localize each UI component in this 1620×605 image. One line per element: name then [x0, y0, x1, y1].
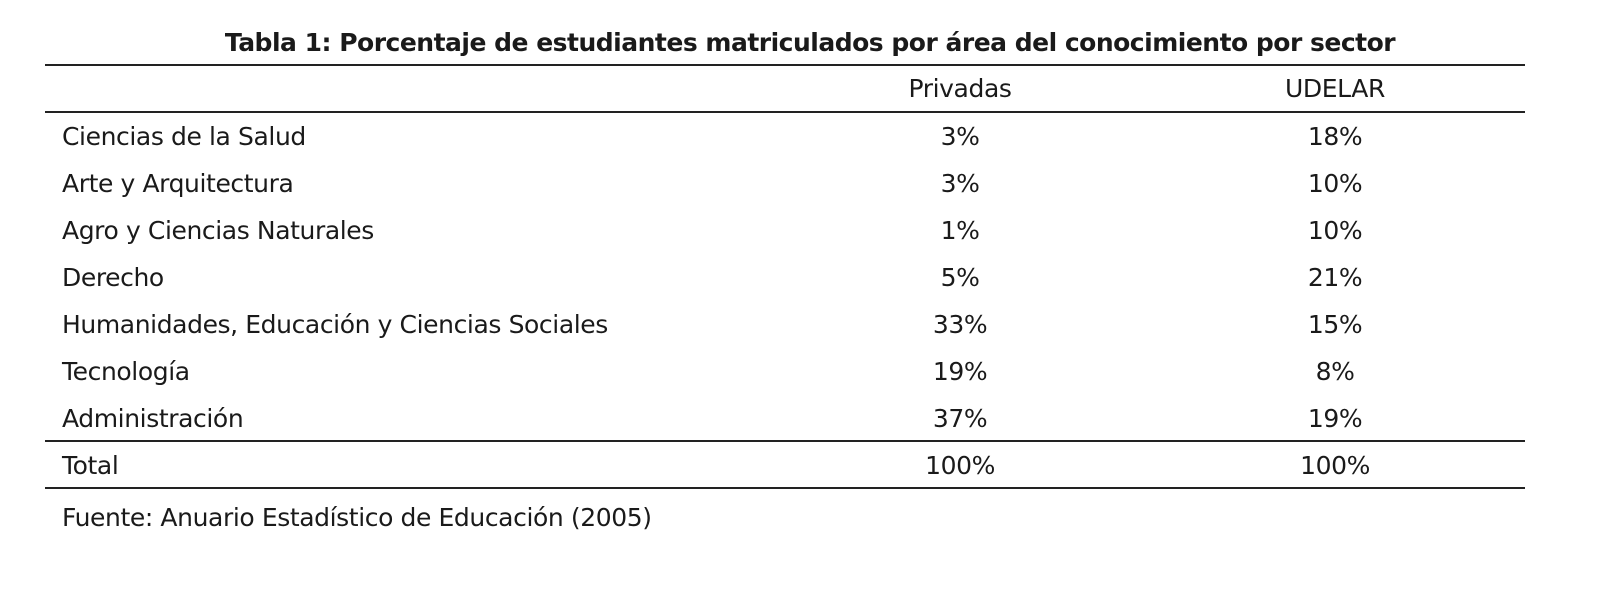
privadas-cell: 3%: [940, 122, 980, 151]
udelar-cell: 18%: [1307, 122, 1363, 151]
udelar-cell: 8%: [1315, 357, 1355, 386]
table-row: Derecho 5% 21%: [0, 263, 1620, 303]
table-row: Arte y Arquitectura 3% 10%: [0, 169, 1620, 209]
privadas-cell: 19%: [932, 357, 988, 386]
row-label: Ciencias de la Salud: [62, 122, 306, 151]
total-rule: [45, 440, 1525, 442]
privadas-cell: 33%: [932, 310, 988, 339]
row-label: Agro y Ciencias Naturales: [62, 216, 374, 245]
table-row: Administración 37% 19%: [0, 404, 1620, 444]
row-label: Tecnología: [62, 357, 190, 386]
table-row: Tecnología 19% 8%: [0, 357, 1620, 397]
row-label: Derecho: [62, 263, 164, 292]
row-label: Humanidades, Educación y Ciencias Social…: [62, 310, 608, 339]
total-row: Total 100% 100%: [0, 451, 1620, 491]
table-row: Agro y Ciencias Naturales 1% 10%: [0, 216, 1620, 256]
table-row: Humanidades, Educación y Ciencias Social…: [0, 310, 1620, 350]
header-row: Privadas UDELAR: [0, 74, 1620, 114]
table-row: Ciencias de la Salud 3% 18%: [0, 122, 1620, 162]
header-privadas: Privadas: [908, 74, 1012, 103]
total-label: Total: [62, 451, 119, 480]
privadas-cell: 5%: [940, 263, 980, 292]
bottom-rule: [45, 487, 1525, 489]
udelar-cell: 21%: [1307, 263, 1363, 292]
row-label: Arte y Arquitectura: [62, 169, 294, 198]
privadas-cell: 37%: [932, 404, 988, 433]
udelar-cell: 15%: [1307, 310, 1363, 339]
table-title: Tabla 1: Porcentaje de estudiantes matri…: [224, 28, 1396, 57]
privadas-cell: 3%: [940, 169, 980, 198]
top-rule: [45, 64, 1525, 66]
udelar-cell: 10%: [1307, 169, 1363, 198]
row-label: Administración: [62, 404, 244, 433]
total-udelar: 100%: [1300, 451, 1370, 480]
udelar-cell: 19%: [1307, 404, 1363, 433]
header-udelar: UDELAR: [1285, 74, 1385, 103]
privadas-cell: 1%: [940, 216, 980, 245]
udelar-cell: 10%: [1307, 216, 1363, 245]
total-privadas: 100%: [925, 451, 995, 480]
header-rule: [45, 111, 1525, 113]
source-note: Fuente: Anuario Estadístico de Educación…: [62, 503, 652, 532]
